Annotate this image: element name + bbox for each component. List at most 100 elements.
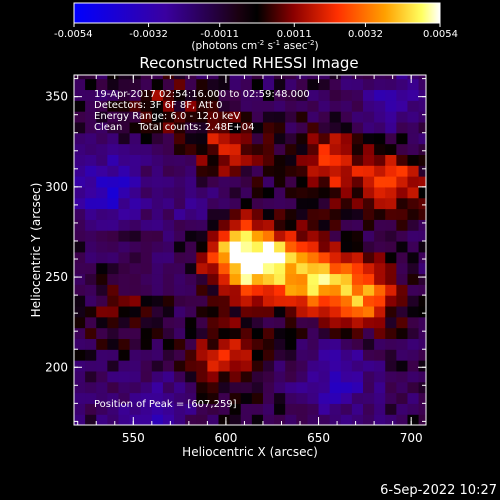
heatmap-cell	[107, 197, 120, 210]
heatmap-cell	[229, 349, 242, 361]
heatmap-cell	[251, 305, 264, 318]
heatmap-cell	[151, 89, 164, 101]
heatmap-cell	[418, 197, 426, 210]
heatmap-cell	[374, 273, 386, 285]
heatmap-cell	[162, 100, 175, 112]
heatmap-cell	[307, 349, 320, 361]
heatmap-cell	[274, 111, 286, 123]
heatmap-cell	[240, 100, 253, 112]
heatmap-cell	[96, 392, 108, 404]
heatmap-cell	[107, 165, 120, 177]
heatmap-cell	[296, 349, 309, 361]
heatmap-cell	[185, 381, 197, 394]
heatmap-cell	[96, 305, 108, 318]
heatmap-cell	[140, 295, 153, 307]
heatmap-cell	[374, 197, 386, 210]
heatmap-cell	[151, 381, 164, 394]
heatmap-cell	[129, 370, 142, 383]
heatmap-cell	[151, 251, 164, 264]
heatmap-cell	[240, 240, 253, 253]
heatmap-cell	[251, 165, 264, 177]
heatmap-cell	[251, 338, 264, 350]
heatmap-cell	[251, 100, 264, 112]
heatmap-cell	[85, 186, 97, 199]
heatmap-cell	[418, 370, 426, 383]
heatmap-cell	[385, 78, 397, 91]
heatmap-cell	[174, 78, 186, 91]
heatmap-cell	[85, 75, 97, 80]
heatmap-cell	[162, 219, 175, 231]
heatmap-cell	[129, 381, 142, 394]
heatmap-cell	[418, 240, 426, 253]
heatmap-cell	[251, 392, 264, 404]
heatmap-cell	[418, 403, 426, 415]
heatmap-cell	[340, 349, 353, 361]
heatmap-cell	[407, 143, 420, 155]
heatmap-cell	[329, 165, 342, 177]
heatmap-cell	[85, 414, 97, 425]
heatmap-cell	[351, 121, 364, 134]
heatmap-cell	[185, 111, 197, 123]
heatmap-cell	[196, 316, 208, 329]
heatmap-cell	[396, 75, 409, 80]
heatmap-cell	[351, 403, 364, 415]
heatmap-cell	[107, 295, 120, 307]
heatmap-cell	[351, 349, 364, 361]
heatmap-cell	[307, 403, 320, 415]
heatmap-cell	[129, 219, 142, 231]
heatmap-cell	[274, 284, 286, 296]
heatmap-cell	[129, 111, 142, 123]
heatmap-cell	[229, 176, 242, 188]
heatmap-cell	[363, 262, 375, 275]
heatmap-cell	[107, 121, 120, 134]
heatmap-cell	[396, 262, 409, 275]
heatmap-cell	[296, 392, 309, 404]
heatmap-cell	[262, 176, 275, 188]
heatmap-cell	[262, 284, 275, 296]
heatmap-cell	[351, 197, 364, 210]
heatmap-cell	[307, 154, 320, 166]
heatmap-cell	[340, 284, 353, 296]
heatmap-cell	[140, 381, 153, 394]
heatmap-cell	[296, 381, 309, 394]
heatmap-cell	[129, 327, 142, 340]
heatmap-cell	[385, 295, 397, 307]
heatmap-cell	[396, 273, 409, 285]
heatmap-cell	[285, 316, 297, 329]
heatmap-cell	[207, 240, 220, 253]
heatmap-cell	[174, 273, 186, 285]
heatmap-cell	[196, 219, 208, 231]
heatmap-cell	[374, 75, 386, 80]
heatmap-cell	[118, 165, 131, 177]
heatmap-cell	[363, 89, 375, 101]
heatmap-cell	[229, 197, 242, 210]
heatmap-cell	[218, 78, 231, 91]
heatmap-cell	[340, 295, 353, 307]
heatmap-cell	[74, 392, 86, 404]
heatmap-cell	[218, 121, 231, 134]
heatmap-cell	[385, 240, 397, 253]
heatmap-cell	[140, 240, 153, 253]
heatmap-cell	[85, 370, 97, 383]
colorbar-tick-label: 0.0054	[423, 29, 458, 40]
heatmap-cell	[318, 132, 331, 145]
heatmap-cell	[318, 197, 331, 210]
heatmap-cell	[285, 111, 297, 123]
x-tick-label: 700	[400, 431, 423, 445]
heatmap-cell	[407, 165, 420, 177]
heatmap-cell	[262, 186, 275, 199]
heatmap-cell	[74, 121, 86, 134]
heatmap-cell	[174, 208, 186, 220]
heatmap-cell	[340, 186, 353, 199]
heatmap-cell	[218, 305, 231, 318]
heatmap-cell	[396, 78, 409, 91]
heatmap-cell	[107, 111, 120, 123]
heatmap-cell	[151, 197, 164, 210]
heatmap-cell	[340, 100, 353, 112]
heatmap-cell	[207, 208, 220, 220]
heatmap-cell	[174, 186, 186, 199]
heatmap-cell	[396, 154, 409, 166]
heatmap-cell	[407, 186, 420, 199]
heatmap-cell	[196, 381, 208, 394]
heatmap-cell	[107, 284, 120, 296]
